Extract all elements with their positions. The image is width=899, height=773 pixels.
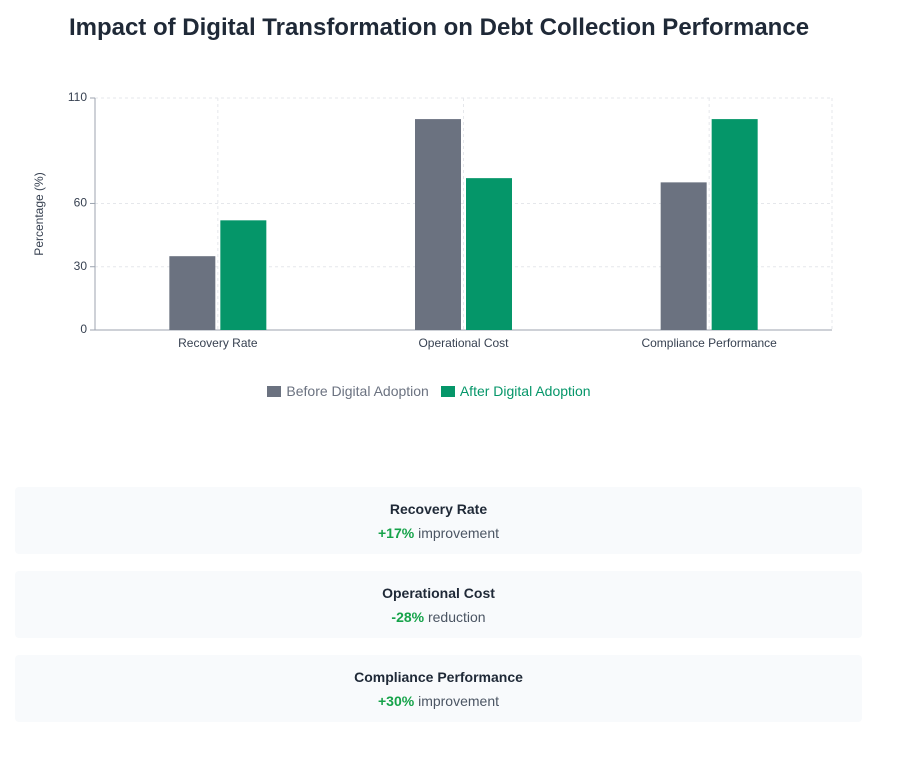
legend-item: After Digital Adoption [440,383,591,399]
bar [415,119,461,330]
y-tick-label: 0 [80,322,87,336]
summary-card: Recovery Rate +17% improvement [15,487,862,554]
y-tick-label: 60 [74,196,88,210]
y-tick-label: 30 [74,259,88,273]
x-tick-label: Compliance Performance [641,336,777,350]
summary-card: Compliance Performance +30% improvement [15,655,862,722]
card-line: +17% improvement [15,525,862,541]
card-note: improvement [418,525,499,541]
legend-swatch [267,385,282,397]
legend-label: Before Digital Adoption [286,383,429,399]
card-change: +17% [377,525,415,541]
card-change: +30% [377,693,415,709]
legend-swatch [440,385,455,397]
y-axis-label: Percentage (%) [32,172,46,255]
x-tick-label: Recovery Rate [178,336,258,350]
card-note: improvement [418,693,499,709]
card-line: -28% reduction [15,609,862,625]
card-change: -28% [391,609,425,625]
summary-card: Operational Cost -28% reduction [15,571,862,638]
legend-item: Before Digital Adoption [267,383,429,399]
card-line: +30% improvement [15,693,862,709]
chart-title: Impact of Digital Transformation on Debt… [68,14,810,41]
card-note: reduction [427,609,486,625]
legend-label: After Digital Adoption [459,383,591,399]
card-title: Recovery Rate [389,501,488,517]
card-title: Compliance Performance [354,669,523,685]
bar [711,119,758,330]
card-title: Operational Cost [382,585,495,601]
bar [220,220,267,330]
bar [466,178,512,330]
bar [660,182,707,330]
chart: Percentage (%) 0 30 60 110 Recovery Rate Oper… [32,90,833,350]
x-tick-label: Operational Cost [418,336,509,350]
bar [169,256,216,330]
legend: Before Digital Adoption After Digital Ado… [0,383,858,399]
y-tick-label: 110 [68,90,87,104]
